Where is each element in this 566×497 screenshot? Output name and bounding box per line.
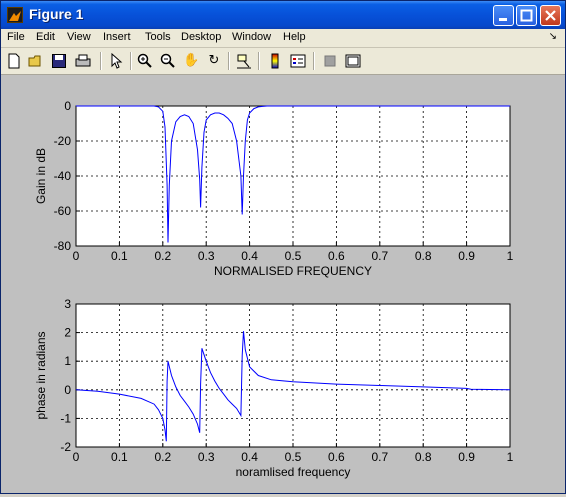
y-tick-label: 1 <box>64 354 71 368</box>
x-tick-label: 0.2 <box>154 249 171 263</box>
edit-plot-arrow-icon[interactable] <box>108 52 124 69</box>
y-tick-label: 0 <box>64 383 71 397</box>
y-tick-label: 3 <box>64 297 71 311</box>
menu-tools[interactable]: Tools <box>145 31 171 43</box>
x-tick-label: 0.4 <box>241 249 258 263</box>
title-bar[interactable]: Figure 1 <box>1 1 565 29</box>
colorbar-icon[interactable] <box>267 53 283 69</box>
y-axis-label: Gain in dB <box>34 148 48 204</box>
x-tick-label: 0.2 <box>154 450 171 464</box>
pan-hand-icon[interactable]: ✋ <box>183 53 200 68</box>
y-tick-label: 2 <box>64 326 71 340</box>
y-axis-label: phase in radians <box>34 331 48 419</box>
x-tick-label: 0.4 <box>241 450 258 464</box>
axes-2: 0 0.1 0.2 0.3 0.4 0.5 0.6 0.7 0.8 0.9 1 3 2 1 0 -1 -2 nor… <box>34 297 514 479</box>
x-tick-label: 0.7 <box>371 450 388 464</box>
matlab-icon <box>7 7 23 23</box>
window-title: Figure 1 <box>29 6 84 22</box>
x-tick-label: 0.1 <box>111 450 128 464</box>
toolbar-separator <box>313 52 315 70</box>
x-axis-label: NORMALISED FREQUENCY <box>214 264 372 278</box>
x-tick-label: 0.8 <box>415 249 432 263</box>
x-axis-label: noramlised frequency <box>236 465 351 479</box>
menu-view[interactable]: View <box>67 31 91 43</box>
x-tick-label: 0.3 <box>198 450 215 464</box>
menu-help[interactable]: Help <box>283 31 306 43</box>
open-file-icon[interactable] <box>28 53 44 69</box>
menu-edit[interactable]: Edit <box>36 31 55 43</box>
x-tick-label: 0.3 <box>198 249 215 263</box>
x-tick-label: 1 <box>507 450 514 464</box>
x-tick-label: 1 <box>507 249 514 263</box>
x-tick-label: 0 <box>73 249 80 263</box>
menu-file[interactable]: File <box>7 31 25 43</box>
x-tick-label: 0.8 <box>415 450 432 464</box>
x-tick-label: 0.6 <box>328 249 345 263</box>
plots-svg: 0 0.1 0.2 0.3 0.4 0.5 0.6 0.7 0.8 0.9 10-20-40-60-… <box>34 99 514 479</box>
figure-toolbar: ✋ ↻ <box>1 48 565 75</box>
menu-bar: File Edit View Insert Tools Desktop Wind… <box>1 29 565 48</box>
legend-icon[interactable] <box>290 53 306 69</box>
series-line-1 <box>75 331 511 442</box>
dock-arrow-icon[interactable]: ↘ <box>548 31 557 42</box>
maximize-button[interactable] <box>516 5 537 26</box>
toolbar-separator <box>228 52 230 70</box>
series-line-1 <box>76 105 510 243</box>
menu-insert[interactable]: Insert <box>103 31 131 43</box>
y-tick-label: -1 <box>60 411 71 425</box>
y-tick-label: -2 <box>60 440 71 454</box>
x-tick-label: 0.9 <box>458 450 475 464</box>
menu-desktop[interactable]: Desktop <box>181 31 222 43</box>
x-tick-label: 0.5 <box>285 450 302 464</box>
y-tick-label: -40 <box>54 169 72 183</box>
toolbar-separator <box>258 52 260 70</box>
print-icon[interactable] <box>75 53 91 69</box>
save-icon[interactable] <box>51 53 67 69</box>
zoom-out-icon[interactable] <box>160 53 176 69</box>
x-tick-label: 0.7 <box>371 249 388 263</box>
zoom-in-icon[interactable] <box>137 53 153 69</box>
toolbar-separator <box>100 52 102 70</box>
hide-plot-tools-icon[interactable] <box>322 53 338 69</box>
x-tick-label: 0 <box>73 450 80 464</box>
figure-canvas: 0 0.1 0.2 0.3 0.4 0.5 0.6 0.7 0.8 0.9 1 0 -20 -40 -60-… <box>1 75 565 493</box>
y-tick-label: 0 <box>64 99 71 113</box>
y-tick-label: -80 <box>54 239 72 253</box>
x-tick-label: 0.9 <box>458 249 475 263</box>
show-plot-tools-icon[interactable] <box>345 53 361 69</box>
data-cursor-icon[interactable] <box>236 53 252 69</box>
minimize-button[interactable] <box>493 5 514 26</box>
y-tick-label: -20 <box>54 134 72 148</box>
new-figure-icon[interactable] <box>6 53 22 69</box>
x-tick-label: 0.6 <box>328 450 345 464</box>
toolbar-separator <box>130 52 132 70</box>
close-button[interactable] <box>540 5 561 26</box>
menu-window[interactable]: Window <box>232 31 272 43</box>
x-tick-label: 0.1 <box>111 249 128 263</box>
rotate-3d-icon[interactable]: ↻ <box>208 53 220 68</box>
x-tick-label: 0.5 <box>285 249 302 263</box>
y-tick-label: -60 <box>54 204 72 218</box>
axes-1: 0 0.1 0.2 0.3 0.4 0.5 0.6 0.7 0.8 0.9 1 0 -20 -40 -60 -… <box>34 99 514 278</box>
